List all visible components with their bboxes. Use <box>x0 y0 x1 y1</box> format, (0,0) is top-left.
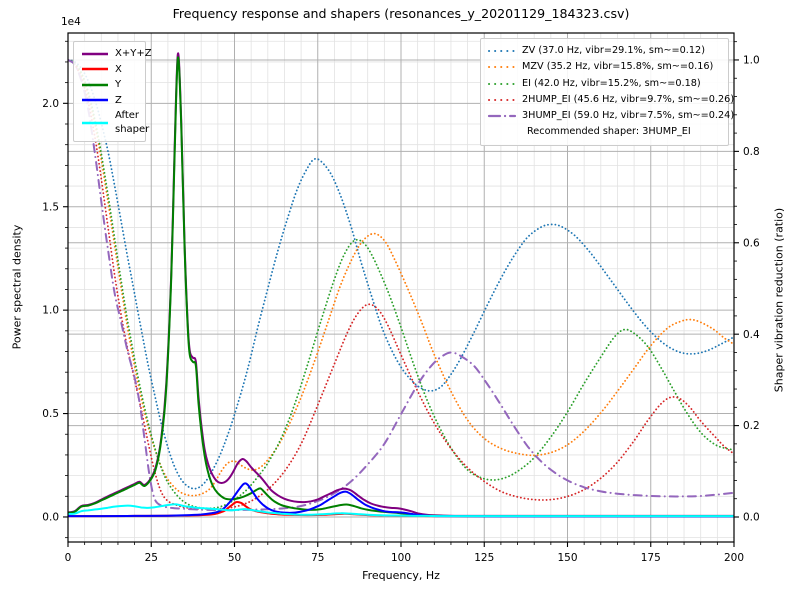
legend-label: X+Y+Z <box>115 48 152 59</box>
curve-y <box>68 56 734 518</box>
legend-label: X <box>115 63 122 75</box>
y-right-tick-label: 0.0 <box>743 512 760 524</box>
legend-sample-solid <box>82 98 108 102</box>
y-left-tick-label: 1.5 <box>42 201 59 213</box>
legend-label: MZV (35.2 Hz, vibr=15.8%, sm~=0.16) <box>522 61 714 73</box>
y-right-tick-label: 0.8 <box>743 146 760 158</box>
curve-ei <box>68 59 734 510</box>
legend-sample-dotted <box>488 82 516 85</box>
legend-item-z: Z <box>80 93 138 109</box>
x-tick-label: 150 <box>557 552 577 564</box>
legend-sample-dotted <box>488 99 516 102</box>
legend-label: 3HUMP_EI (59.0 Hz, vibr=7.5%, sm~=0.24) <box>522 110 735 122</box>
y-axis-label-right: Shaper vibration reduction (ratio) <box>772 207 786 393</box>
curves-group <box>68 52 734 518</box>
x-axis-label: Frequency, Hz <box>362 569 440 582</box>
legend-label: After shaper <box>115 110 150 135</box>
legend-item-mzv: MZV (35.2 Hz, vibr=15.8%, sm~=0.16) <box>487 59 721 75</box>
legend-sample-solid <box>82 52 108 56</box>
legend-label: ZV (37.0 Hz, vibr=29.1%, sm~=0.12) <box>522 45 705 56</box>
legend-label: Z <box>115 94 122 106</box>
curve-mzv <box>68 59 734 497</box>
y-left-tick-label: 0.5 <box>42 408 59 420</box>
x-tick-label: 175 <box>641 552 661 564</box>
x-tick-label: 50 <box>228 552 241 564</box>
curve-after-shaper <box>68 503 734 518</box>
x-tick-label: 75 <box>311 552 324 564</box>
legend-sample-solid <box>82 121 108 124</box>
legend-item-ei: EI (42.0 Hz, vibr=15.2%, sm~=0.18) <box>487 76 721 92</box>
y-left-tick-label: 2.0 <box>42 98 59 110</box>
legend-label: EI (42.0 Hz, vibr=15.2%, sm~=0.18) <box>522 77 701 89</box>
legend-item-x: X <box>80 62 138 78</box>
chart-title: Frequency response and shapers (resonanc… <box>172 6 630 21</box>
legend-item-2hump_ei: 2HUMP_EI (45.6 Hz, vibr=9.7%, sm~=0.26) <box>487 92 734 108</box>
legend-label: 2HUMP_EI (45.6 Hz, vibr=9.7%, sm~=0.26) <box>522 93 735 105</box>
legend-sample-solid <box>82 67 108 71</box>
legend-item-3hump_ei: 3HUMP_EI (59.0 Hz, vibr=7.5%, sm~=0.24) <box>487 108 734 124</box>
x-tick-label: 0 <box>65 552 72 564</box>
curve-x+y+z <box>68 52 734 517</box>
y-left-tick-label: 1.0 <box>42 305 59 317</box>
y-right-tick-label: 0.2 <box>743 420 760 432</box>
recommended-shaper-note: Recommended shaper: 3HUMP_EI <box>527 126 691 138</box>
legend-sample-solid <box>82 83 108 87</box>
curve-2hump_ei <box>68 59 734 510</box>
legend-item-x+y+z: X+Y+Z <box>80 46 152 62</box>
y-left-tick-label: 0.0 <box>42 512 59 524</box>
x-tick-label: 100 <box>391 552 411 564</box>
legend-sample-dotted <box>488 50 516 53</box>
y-right-tick-label: 0.6 <box>743 237 760 249</box>
legend-item-after-shaper: After shaper <box>80 108 149 137</box>
legend-psd: X+Y+Z X Y Z After shaper <box>73 41 152 142</box>
legend-sample-dashdot <box>487 115 517 118</box>
legend-item-zv: ZV (37.0 Hz, vibr=29.1%, sm~=0.12) <box>487 43 721 59</box>
legend-item-y: Y <box>80 77 138 93</box>
legend-label: Y <box>115 79 122 90</box>
y-right-tick-label: 1.0 <box>743 55 760 67</box>
legend-sample-dotted <box>488 66 516 69</box>
x-tick-label: 125 <box>474 552 494 564</box>
x-tick-label: 200 <box>724 552 744 564</box>
x-tick-label: 25 <box>145 552 158 564</box>
legend-shapers: ZV (37.0 Hz, vibr=29.1%, sm~=0.12) MZV (3… <box>480 38 734 146</box>
y-axis-offset-label: 1e4 <box>61 16 81 28</box>
y-axis-label-left: Power spectral density <box>10 224 24 350</box>
y-right-tick-label: 0.4 <box>743 329 760 341</box>
curve-zv <box>68 59 734 490</box>
